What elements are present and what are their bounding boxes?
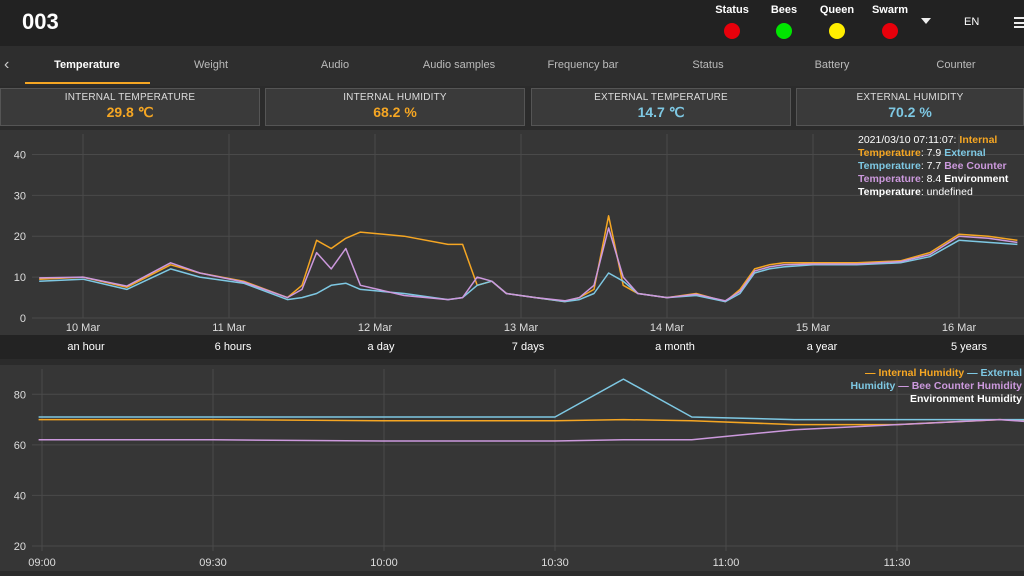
- x-tick-label: 09:00: [28, 557, 56, 569]
- swarm-indicator: Swarm: [862, 4, 918, 39]
- tab-status[interactable]: Status: [692, 59, 724, 71]
- time-range-selector: an hour 6 hours a day 7 days a month a y…: [0, 335, 1024, 359]
- y-tick-label: 40: [14, 149, 26, 161]
- tab-counter[interactable]: Counter: [936, 59, 976, 71]
- active-tab-indicator: [25, 82, 150, 84]
- card-title: INTERNAL HUMIDITY: [343, 92, 447, 103]
- x-tick-label: 15 Mar: [796, 322, 831, 334]
- language-selector[interactable]: EN: [964, 16, 980, 28]
- x-tick-label: 09:30: [199, 557, 227, 569]
- top-bar: 003 Status Bees Queen Swarm EN: [0, 0, 1024, 46]
- legend-line: Environment Humidity: [910, 393, 1022, 405]
- range-5-years[interactable]: 5 years: [950, 341, 988, 353]
- temperature-chart-panel: 0 10 20 30 40 10 Mar 11 Mar 12 Mar 13 Mar 14 Mar 1…: [0, 130, 1024, 335]
- tooltip-line: Temperature: 7.9 External: [858, 147, 986, 159]
- x-tick-label: 11:30: [884, 557, 911, 569]
- status-label: Status: [715, 4, 749, 16]
- tab-weight[interactable]: Weight: [193, 59, 229, 71]
- y-tick-label: 20: [14, 231, 26, 243]
- swarm-label: Swarm: [871, 4, 909, 16]
- tooltip-line: Temperature: undefined: [858, 186, 973, 198]
- temperature-chart[interactable]: 0 10 20 30 40 10 Mar 11 Mar 12 Mar 13 Mar 14 Mar 1…: [0, 130, 1024, 335]
- queen-indicator: Queen: [809, 4, 865, 39]
- x-tick-label: 14 Mar: [650, 322, 685, 334]
- range-a-day[interactable]: a day: [367, 341, 395, 353]
- x-tick-label: 10:30: [541, 557, 569, 569]
- queen-label: Queen: [819, 4, 855, 16]
- tooltip-line: 2021/03/10 07:11:07: Internal: [858, 134, 997, 146]
- x-tick-label: 10:00: [370, 557, 398, 569]
- external-temperature-card: EXTERNAL TEMPERATURE 14.7 ℃: [531, 88, 791, 126]
- series-line: [39, 215, 1018, 303]
- dropdown-caret-icon[interactable]: [921, 18, 931, 24]
- range-a-year[interactable]: a year: [806, 341, 838, 353]
- legend-line: — Internal Humidity — External: [865, 367, 1022, 379]
- hamburger-menu-icon[interactable]: [1014, 17, 1024, 28]
- range-6-hours[interactable]: 6 hours: [214, 341, 252, 353]
- tooltip-line: Temperature: 8.4 Environment: [858, 173, 1009, 185]
- y-tick-label: 0: [20, 313, 26, 325]
- y-tick-label: 40: [14, 490, 26, 502]
- card-title: EXTERNAL TEMPERATURE: [594, 92, 728, 103]
- y-tick-label: 80: [14, 389, 26, 401]
- x-tick-label: 16 Mar: [942, 322, 977, 334]
- x-tick-label: 10 Mar: [66, 322, 101, 334]
- status-dot: [724, 23, 740, 39]
- y-tick-label: 20: [14, 541, 26, 553]
- bees-dot: [776, 23, 792, 39]
- tab-temperature[interactable]: Temperature: [54, 59, 120, 71]
- x-tick-label: 13 Mar: [504, 322, 539, 334]
- card-title: EXTERNAL HUMIDITY: [856, 92, 964, 103]
- y-tick-label: 30: [14, 190, 26, 202]
- x-tick-label: 11 Mar: [212, 322, 246, 334]
- tooltip-line: Temperature: 7.7 Bee Counter: [858, 160, 1007, 172]
- hive-id: 003: [22, 9, 59, 34]
- internal-humidity-card: INTERNAL HUMIDITY 68.2 %: [265, 88, 525, 126]
- series-line: [38, 378, 1024, 421]
- humidity-chart-panel: 2040608009:0009:3010:0010:3011:0011:3012…: [0, 365, 1024, 571]
- tab-frequency-bar[interactable]: Frequency bar: [547, 59, 619, 71]
- internal-temperature-card: INTERNAL TEMPERATURE 29.8 ℃: [0, 88, 260, 126]
- humidity-chart[interactable]: 2040608009:0009:3010:0010:3011:0011:3012…: [0, 365, 1024, 571]
- series-line: [38, 418, 1024, 426]
- y-tick-label: 10: [14, 272, 26, 284]
- card-value: 29.8 ℃: [106, 104, 154, 120]
- tab-audio[interactable]: Audio: [320, 59, 350, 71]
- status-indicator: Status: [704, 4, 760, 39]
- bees-indicator: Bees: [756, 4, 812, 39]
- range-a-month[interactable]: a month: [655, 341, 695, 353]
- card-value: 68.2 %: [373, 104, 417, 120]
- range-an-hour[interactable]: an hour: [67, 341, 105, 353]
- series-line: [38, 418, 1024, 442]
- card-value: 70.2 %: [888, 104, 932, 120]
- external-humidity-card: EXTERNAL HUMIDITY 70.2 %: [796, 88, 1024, 126]
- tab-bar: ‹ Temperature Weight Audio Audio samples…: [0, 46, 1024, 86]
- range-7-days[interactable]: 7 days: [511, 341, 545, 353]
- chevron-left-icon[interactable]: ‹: [4, 56, 10, 73]
- swarm-dot: [882, 23, 898, 39]
- series-line: [39, 239, 1018, 303]
- bees-label: Bees: [770, 4, 798, 16]
- series-line: [39, 227, 1018, 302]
- card-title: INTERNAL TEMPERATURE: [64, 92, 196, 103]
- tab-audio-samples[interactable]: Audio samples: [422, 59, 496, 71]
- x-tick-label: 11:00: [713, 557, 740, 569]
- x-tick-label: 12 Mar: [358, 322, 393, 334]
- queen-dot: [829, 23, 845, 39]
- card-value: 14.7 ℃: [637, 104, 685, 120]
- legend-line: Humidity — Bee Counter Humidity: [850, 380, 1022, 392]
- tab-battery[interactable]: Battery: [814, 59, 850, 71]
- y-tick-label: 60: [14, 440, 26, 452]
